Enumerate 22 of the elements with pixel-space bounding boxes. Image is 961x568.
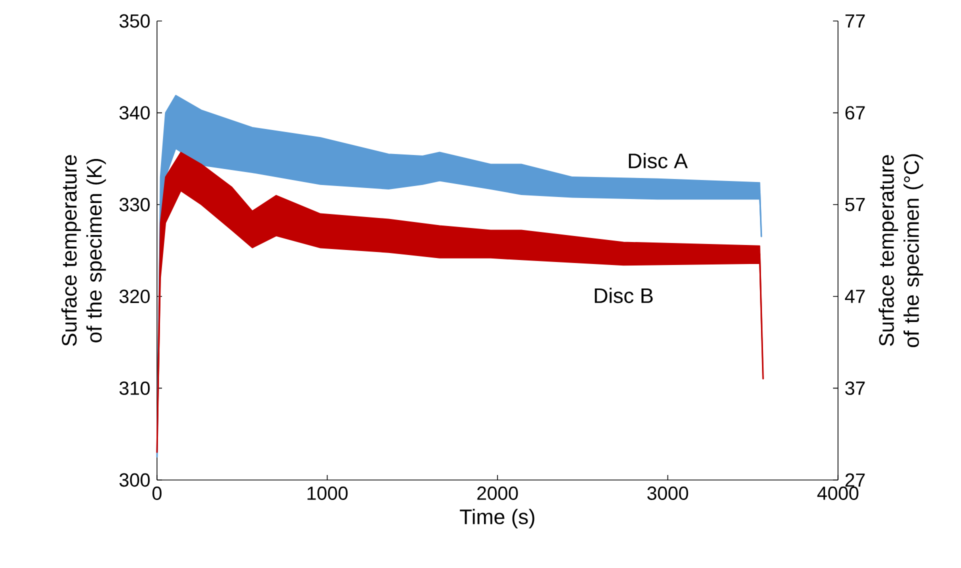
x-tick-label: 3000 [647,486,688,500]
y-tick-label: 330 [119,198,150,212]
y2-tick-label: 37 [845,381,865,395]
y-tick-label: 300 [119,473,150,487]
y-tick-label: 340 [119,106,150,120]
x-axis-title: Time (s) [460,508,534,528]
y2-tick-label: 47 [844,290,865,303]
y-axis-title: Surface temperature of the specimen (K) [61,155,106,346]
series-label: Disc B [594,288,653,304]
series-label: Disc A [628,152,688,168]
x-tick-label: 1000 [308,486,348,500]
x-tick-label: 0 [152,486,162,500]
y-tick-label: 310 [119,381,150,395]
y2-tick-label: 77 [846,14,865,28]
y2-axis-title: Surface temperature of the specimen (°C) [878,154,924,348]
y2-tick-label: 27 [846,473,865,487]
x-tick-label: 4000 [817,486,858,500]
y2-tick-label: 57 [845,198,865,212]
y-tick-label: 350 [119,14,150,28]
y-tick-label: 320 [119,290,150,304]
y2-tick-label: 67 [846,106,865,120]
x-tick-label: 2000 [477,486,518,500]
